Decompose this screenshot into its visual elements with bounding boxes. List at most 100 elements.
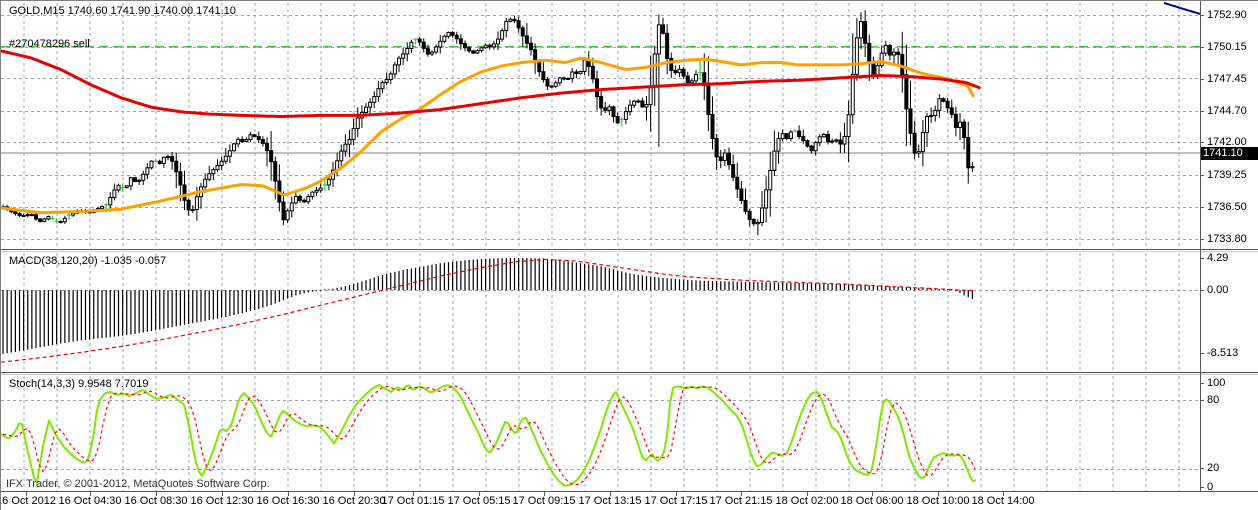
price-axis-label: 1733.80 (1207, 233, 1247, 245)
candle-body (58, 221, 63, 224)
candle-body (661, 24, 665, 34)
macd-histogram (2, 258, 973, 354)
candle-body (896, 51, 901, 55)
candle-body (500, 30, 505, 40)
candle-body (425, 47, 430, 55)
candle-body (945, 100, 950, 109)
time-axis-label: 16 Oct 08:30 (124, 495, 188, 507)
candle-body (623, 111, 628, 120)
candle-body (463, 43, 467, 49)
candle-body (446, 31, 451, 37)
candle-body (211, 169, 216, 175)
time-axis-label: 17 Oct 17:15 (644, 495, 708, 507)
candle-body (260, 139, 265, 145)
candle-body (434, 46, 439, 53)
candle-body (137, 179, 142, 182)
candle-body (925, 116, 929, 133)
candle-body (145, 167, 150, 175)
candle-body (537, 61, 542, 73)
candle-body (454, 34, 459, 40)
candle-body (293, 195, 298, 204)
candle-body (34, 214, 38, 220)
candle-body (265, 143, 269, 152)
candle-body (714, 138, 719, 158)
candle-body (442, 35, 447, 42)
candle-body (458, 38, 463, 45)
candle-body (219, 160, 224, 166)
candle-body (595, 78, 599, 98)
stoch-d-line (2, 385, 976, 486)
candle-body (743, 199, 748, 212)
candle-body (46, 216, 51, 220)
candle-body (648, 86, 653, 106)
pane-frame (1, 1, 1258, 496)
candle-body (970, 166, 975, 169)
candle-body (401, 53, 406, 59)
candle-body (892, 51, 896, 56)
candle-body (760, 207, 764, 224)
candle-body (817, 136, 822, 144)
candle-body (900, 53, 905, 76)
candle-body (529, 42, 533, 51)
candle-body (966, 136, 971, 169)
candle-body (248, 134, 253, 141)
candle-body (929, 115, 934, 118)
candle-body (339, 150, 344, 162)
candle-body (467, 47, 472, 52)
candle-body (908, 108, 913, 134)
candle-body (116, 184, 121, 191)
candle-body (310, 191, 315, 197)
candle-body (306, 195, 311, 203)
candle-body (314, 189, 319, 193)
candle-body (149, 160, 154, 169)
copyright-label: IFX Trader, © 2001-2012, MetaQuotes Soft… (6, 478, 270, 490)
ma-slow-line (1, 49, 981, 118)
candle-body (368, 101, 373, 108)
candle-body (549, 85, 554, 88)
candle-body (42, 218, 47, 222)
stoch-k-line (1, 384, 977, 487)
candle-body (215, 164, 220, 171)
symbol-ohlc-label: GOLD,M15 1740.60 1741.90 1740.00 1741.10 (9, 5, 236, 17)
candle-body (863, 21, 868, 44)
candle-body (520, 27, 525, 37)
candle-body (949, 107, 954, 115)
candle-body (170, 155, 175, 162)
candle-body (958, 121, 962, 128)
candle-body (483, 44, 488, 49)
candle-body (677, 68, 682, 74)
candle-body (937, 98, 942, 111)
candle-body (298, 195, 302, 201)
candle-body (496, 38, 500, 45)
time-axis-label: 17 Oct 05:15 (447, 495, 511, 507)
candle-body (364, 106, 368, 113)
time-axis-label: 16 Oct 04:30 (58, 495, 122, 507)
candle-body (933, 109, 938, 117)
candle-body (652, 53, 657, 88)
candle-body (545, 79, 550, 87)
time-axis-label: 17 Oct 01:15 (381, 495, 445, 507)
candle-body (879, 52, 884, 67)
price-axis-label: 1744.70 (1207, 105, 1247, 117)
time-axis-label: 18 Oct 14:00 (971, 495, 1035, 507)
candle-body (731, 164, 736, 178)
candle-body (751, 218, 756, 225)
candle-body (194, 196, 199, 211)
candle-body (838, 139, 843, 145)
candle-body (157, 160, 162, 164)
candle-body (141, 173, 146, 181)
candle-body (640, 100, 645, 108)
candle-body (809, 145, 814, 152)
candle-body (504, 20, 509, 32)
candle-body (632, 100, 637, 106)
stoch-axis-label: 80 (1207, 394, 1220, 406)
candle-body (776, 138, 781, 152)
candle-body (797, 130, 802, 138)
candle-body (29, 214, 34, 217)
candle-body (685, 75, 690, 84)
candle-body (512, 18, 517, 22)
candle-body (516, 20, 521, 29)
candle-body (227, 150, 232, 157)
candle-body (582, 59, 587, 72)
